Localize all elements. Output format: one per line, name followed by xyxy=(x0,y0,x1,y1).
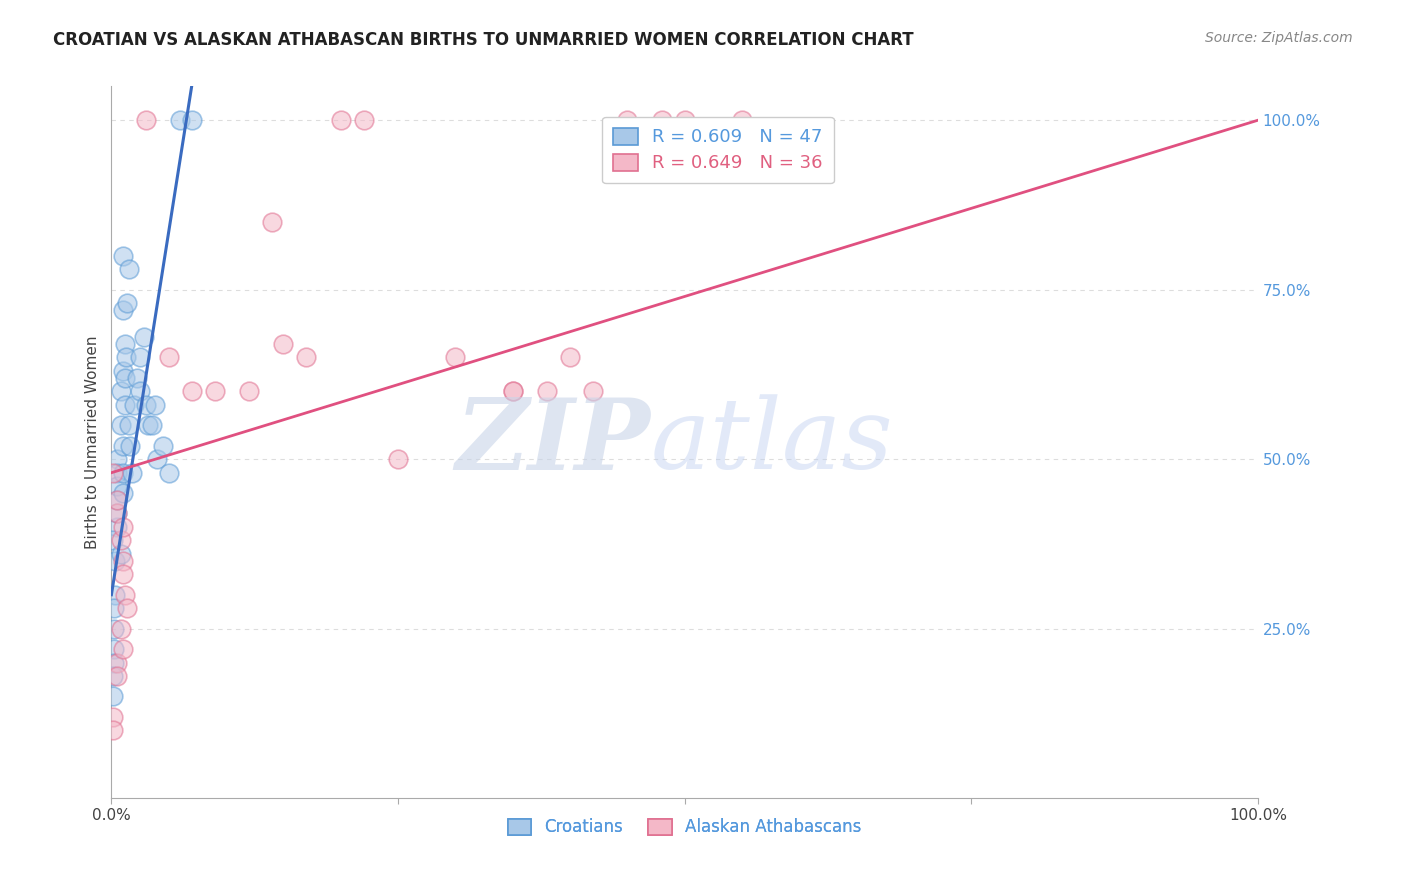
Point xyxy=(105,507,128,521)
Point xyxy=(135,113,157,128)
Point xyxy=(143,398,166,412)
Point xyxy=(651,113,673,128)
Text: CROATIAN VS ALASKAN ATHABASCAN BIRTHS TO UNMARRIED WOMEN CORRELATION CHART: CROATIAN VS ALASKAN ATHABASCAN BIRTHS TO… xyxy=(53,31,914,49)
Point xyxy=(731,113,754,128)
Point xyxy=(105,452,128,467)
Point xyxy=(105,507,128,521)
Point xyxy=(101,533,124,548)
Point xyxy=(114,398,136,412)
Point xyxy=(101,690,124,704)
Point xyxy=(101,669,124,683)
Point xyxy=(204,384,226,399)
Point xyxy=(118,439,141,453)
Point xyxy=(582,384,605,399)
Point xyxy=(536,384,558,399)
Point xyxy=(152,439,174,453)
Point xyxy=(110,547,132,561)
Point xyxy=(616,113,638,128)
Point xyxy=(114,371,136,385)
Point xyxy=(157,351,180,365)
Point xyxy=(125,371,148,385)
Point xyxy=(111,520,134,534)
Point xyxy=(117,262,139,277)
Text: Source: ZipAtlas.com: Source: ZipAtlas.com xyxy=(1205,31,1353,45)
Point xyxy=(558,351,581,365)
Point xyxy=(238,384,260,399)
Point xyxy=(502,384,524,399)
Point xyxy=(146,452,169,467)
Point xyxy=(121,466,143,480)
Point xyxy=(110,533,132,548)
Point xyxy=(111,466,134,480)
Point xyxy=(117,418,139,433)
Point xyxy=(260,215,283,229)
Point xyxy=(104,588,127,602)
Point xyxy=(111,554,134,568)
Point xyxy=(111,439,134,453)
Point xyxy=(111,486,134,500)
Point xyxy=(135,398,157,412)
Text: atlas: atlas xyxy=(650,394,893,490)
Point xyxy=(101,710,124,724)
Point xyxy=(103,642,125,657)
Point xyxy=(117,296,139,310)
Point xyxy=(157,466,180,480)
Text: ZIP: ZIP xyxy=(456,394,650,491)
Point xyxy=(387,452,409,467)
Point xyxy=(124,398,146,412)
Legend: Croatians, Alaskan Athabascans: Croatians, Alaskan Athabascans xyxy=(501,812,868,843)
Point xyxy=(104,554,127,568)
Point xyxy=(103,622,125,636)
Point xyxy=(444,351,467,365)
Point xyxy=(110,384,132,399)
Point xyxy=(105,479,128,493)
Point xyxy=(105,466,128,480)
Point xyxy=(103,656,125,670)
Point xyxy=(111,303,134,318)
Point xyxy=(111,567,134,582)
Point xyxy=(114,337,136,351)
Point xyxy=(105,492,128,507)
Point xyxy=(673,113,696,128)
Point xyxy=(101,466,124,480)
Point xyxy=(110,418,132,433)
Point xyxy=(329,113,352,128)
Point xyxy=(111,249,134,263)
Point xyxy=(141,418,163,433)
Point xyxy=(136,418,159,433)
Point xyxy=(114,588,136,602)
Point xyxy=(110,622,132,636)
Point xyxy=(105,492,128,507)
Point xyxy=(180,113,202,128)
Point xyxy=(273,337,295,351)
Point xyxy=(180,384,202,399)
Point xyxy=(117,601,139,615)
Point xyxy=(115,351,138,365)
Point xyxy=(105,669,128,683)
Point xyxy=(101,723,124,738)
Y-axis label: Births to Unmarried Women: Births to Unmarried Women xyxy=(86,335,100,549)
Point xyxy=(295,351,318,365)
Point xyxy=(103,601,125,615)
Point xyxy=(169,113,191,128)
Point xyxy=(132,330,155,344)
Point xyxy=(129,351,152,365)
Point xyxy=(129,384,152,399)
Point xyxy=(105,520,128,534)
Point xyxy=(111,364,134,378)
Point xyxy=(502,384,524,399)
Point xyxy=(353,113,375,128)
Point xyxy=(105,656,128,670)
Point xyxy=(111,642,134,657)
